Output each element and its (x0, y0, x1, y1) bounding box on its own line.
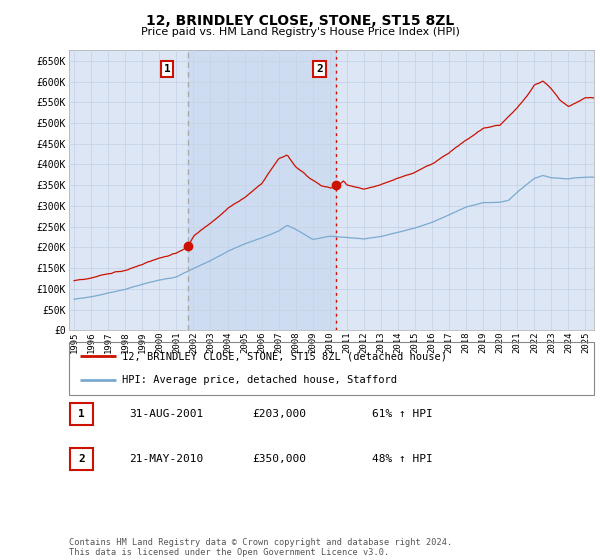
Bar (188, 50, 337, 330)
Text: 2: 2 (78, 454, 85, 464)
Text: 2: 2 (316, 64, 323, 74)
Text: 1: 1 (164, 64, 170, 74)
Text: 61% ↑ HPI: 61% ↑ HPI (372, 409, 433, 419)
Text: £203,000: £203,000 (252, 409, 306, 419)
Text: 12, BRINDLEY CLOSE, STONE, ST15 8ZL: 12, BRINDLEY CLOSE, STONE, ST15 8ZL (146, 14, 454, 28)
Text: 1: 1 (78, 409, 85, 419)
Text: HPI: Average price, detached house, Stafford: HPI: Average price, detached house, Staf… (121, 375, 397, 385)
Text: 31-AUG-2001: 31-AUG-2001 (129, 409, 203, 419)
Text: Price paid vs. HM Land Registry's House Price Index (HPI): Price paid vs. HM Land Registry's House … (140, 27, 460, 37)
Text: 48% ↑ HPI: 48% ↑ HPI (372, 454, 433, 464)
Text: £350,000: £350,000 (252, 454, 306, 464)
Text: Contains HM Land Registry data © Crown copyright and database right 2024.
This d: Contains HM Land Registry data © Crown c… (69, 538, 452, 557)
Text: 12, BRINDLEY CLOSE, STONE, ST15 8ZL (detached house): 12, BRINDLEY CLOSE, STONE, ST15 8ZL (det… (121, 352, 446, 362)
Text: 21-MAY-2010: 21-MAY-2010 (129, 454, 203, 464)
